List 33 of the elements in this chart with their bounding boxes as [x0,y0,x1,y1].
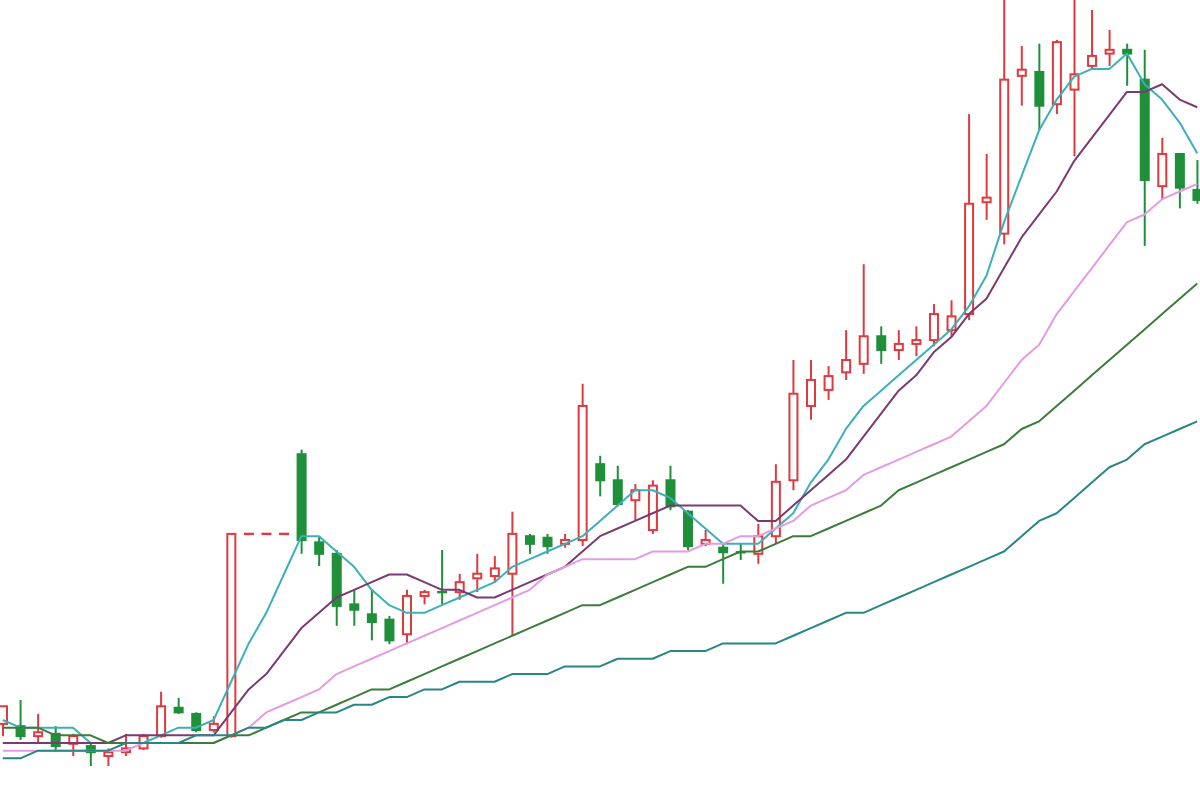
candlestick [823,365,834,401]
candlestick [542,532,553,555]
candlestick [472,552,483,594]
candlestick [349,588,360,627]
candlestick [524,532,535,555]
candlestick [893,329,904,362]
candlestick [981,152,992,221]
candlestick [928,303,939,348]
candlestick [489,555,500,584]
candlestick [33,712,44,744]
candlestick [1087,8,1098,71]
candlestick [156,690,167,739]
candlestick [612,464,623,508]
candlestick [683,509,694,551]
candlestick [507,510,518,637]
candlestick [366,588,377,642]
candlestick [1016,44,1027,107]
candlestick [876,325,887,365]
candlestick [718,542,729,585]
candlestick [806,359,816,421]
candlestick [1104,28,1115,67]
candlestick [1122,42,1133,87]
candlestick [1192,159,1200,205]
candlestick [911,325,922,358]
candlestick [858,263,869,375]
candlestick [595,454,606,498]
candlestick [1174,152,1185,210]
candlestick [314,535,325,568]
candlestick [1157,136,1168,201]
candlestick [384,614,395,646]
candlestick [402,588,412,646]
candlestick [841,329,852,381]
candlestick [1034,42,1045,132]
